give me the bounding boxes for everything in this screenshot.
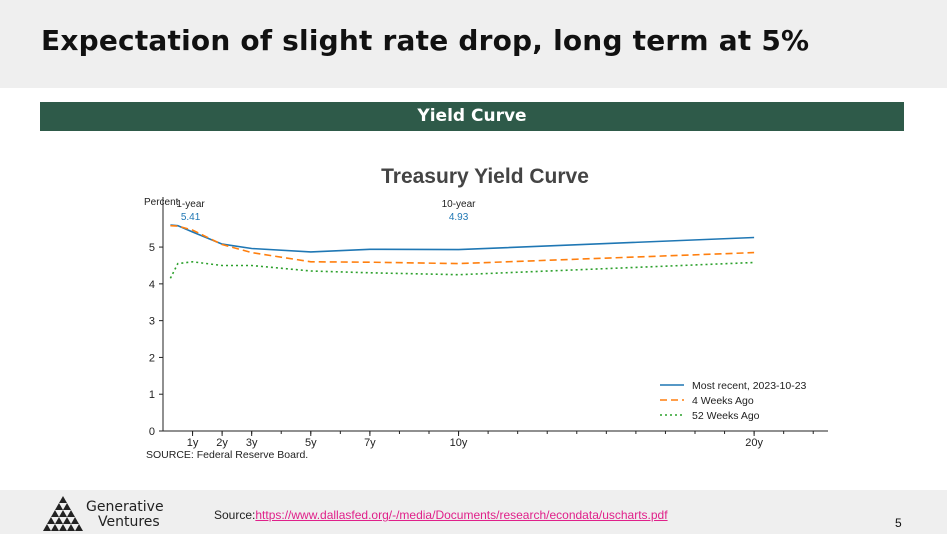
logo-line-2: Ventures (98, 514, 160, 530)
y-tick-label: 4 (149, 279, 155, 291)
source-link[interactable]: https://www.dallasfed.org/-/media/Docume… (255, 508, 668, 522)
source-citation: Source:https://www.dallasfed.org/-/media… (214, 508, 668, 522)
x-tick-label: 3y (246, 437, 258, 449)
generative-ventures-logo-icon (43, 496, 83, 531)
chart-title: Treasury Yield Curve (381, 165, 589, 188)
section-banner: Yield Curve (40, 102, 904, 131)
footer-band (0, 490, 947, 534)
legend-label: Most recent, 2023-10-23 (692, 380, 807, 392)
x-tick-label: 5y (305, 437, 317, 449)
annotation-label: 10-year (442, 199, 477, 210)
x-tick-label: 10y (450, 437, 468, 449)
y-axis-label: Percent (144, 197, 179, 208)
yield-curve-chart: Treasury Yield Curve Percent 0 1 2 3 4 5 1y 2y 3y 5… (144, 165, 828, 461)
slide-title: Expectation of slight rate drop, long te… (41, 24, 810, 57)
source-prefix: Source: (214, 508, 256, 522)
x-tick-label: 2y (216, 437, 228, 449)
x-tick-label: 7y (364, 437, 376, 449)
annotation-label: 1-year (176, 199, 205, 210)
chart-source-note: SOURCE: Federal Reserve Board. (146, 449, 308, 461)
y-tick-label: 5 (149, 242, 155, 254)
logo-line-1: Generative (86, 499, 164, 515)
header-band (0, 0, 947, 88)
y-tick-label: 3 (149, 316, 155, 328)
annotation-value: 4.93 (449, 212, 469, 223)
logo-wordmark: Generative Ventures (86, 500, 164, 530)
y-tick-label: 2 (149, 352, 155, 364)
y-tick-label: 0 (149, 426, 155, 438)
x-tick-label: 1y (187, 437, 199, 449)
x-tick-label: 20y (745, 437, 763, 449)
page-number: 5 (895, 516, 902, 530)
legend-label: 52 Weeks Ago (692, 410, 760, 422)
series-line-2 (170, 224, 755, 265)
annotation-value: 5.41 (181, 212, 201, 223)
y-tick-label: 1 (149, 389, 155, 401)
legend-label: 4 Weeks Ago (692, 395, 754, 407)
series-line-1 (170, 224, 755, 253)
series-line-3 (169, 260, 755, 279)
